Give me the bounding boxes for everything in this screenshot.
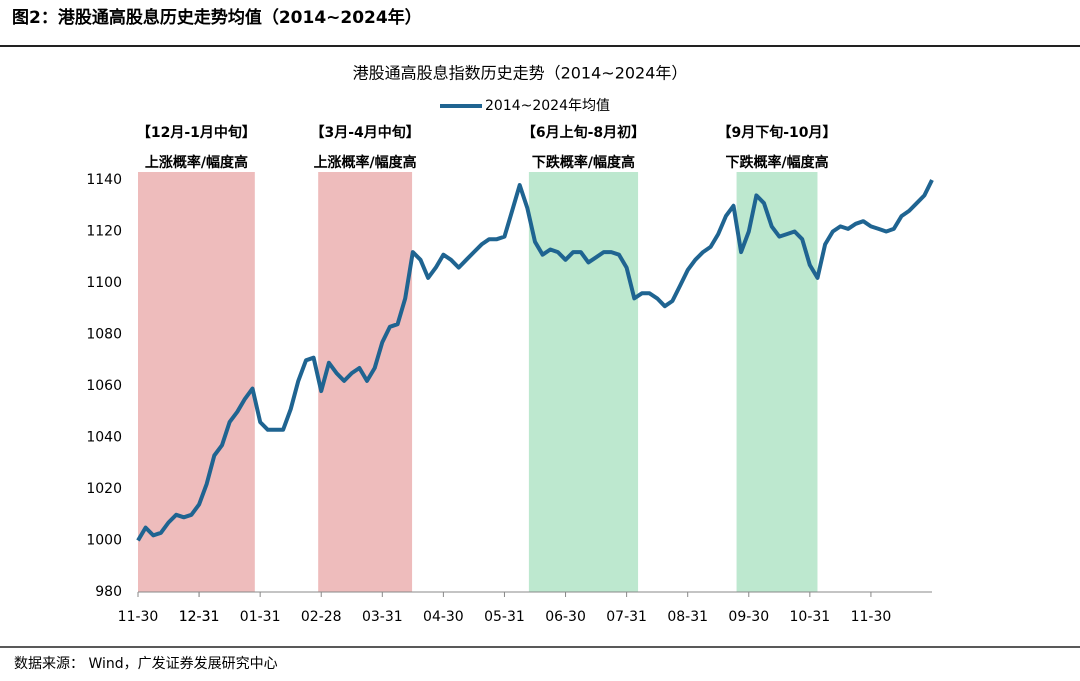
y-tick-label: 1040 [86, 430, 122, 446]
region-period: 【9月下旬-10月】 [717, 124, 836, 141]
region-note: 上涨概率/幅度高 [314, 154, 417, 171]
x-tick-label: 12-31 [179, 609, 220, 625]
region-note: 上涨概率/幅度高 [145, 154, 248, 171]
y-tick-label: 1140 [86, 172, 122, 188]
y-tick-label: 1020 [86, 481, 122, 497]
footer-source: 数据来源： Wind，广发证券发展研究中心 [14, 656, 278, 672]
legend-label: 2014~2024年均值 [485, 98, 610, 114]
x-tick-label: 04-30 [423, 609, 464, 625]
shaded-region [138, 172, 255, 592]
x-tick-label: 01-31 [240, 609, 281, 625]
shaded-region [318, 172, 413, 592]
y-tick-label: 1060 [86, 378, 122, 394]
x-tick-label: 09-30 [728, 609, 769, 625]
x-tick-label: 07-31 [606, 609, 647, 625]
region-period: 【6月上旬-8月初】 [522, 124, 645, 141]
x-tick-label: 06-30 [545, 609, 586, 625]
x-tick-label: 11-30 [118, 609, 159, 625]
x-tick-label: 10-31 [790, 609, 831, 625]
figure-title: 图2：港股通高股息历史走势均值（2014~2024年） [12, 7, 422, 28]
series-line [136, 179, 934, 542]
region-note: 下跌概率/幅度高 [725, 154, 828, 171]
y-tick-label: 1120 [86, 224, 122, 240]
y-tick-label: 1080 [86, 327, 122, 343]
region-period: 【3月-4月中旬】 [310, 124, 419, 141]
x-tick-label: 05-31 [484, 609, 525, 625]
region-period: 【12月-1月中旬】 [137, 124, 256, 141]
y-tick-label: 1000 [86, 533, 122, 549]
shaded-region [528, 172, 639, 592]
region-note: 下跌概率/幅度高 [532, 154, 635, 171]
y-tick-label: 980 [95, 584, 122, 600]
x-tick-label: 08-31 [667, 609, 708, 625]
x-tick-label: 11-30 [851, 609, 892, 625]
x-tick-label: 02-28 [301, 609, 342, 625]
y-tick-label: 1100 [86, 275, 122, 291]
x-tick-label: 12-31 [179, 609, 220, 625]
x-tick-label: 03-31 [362, 609, 403, 625]
chart-title: 港股通高股息指数历史走势（2014~2024年） [353, 64, 688, 83]
